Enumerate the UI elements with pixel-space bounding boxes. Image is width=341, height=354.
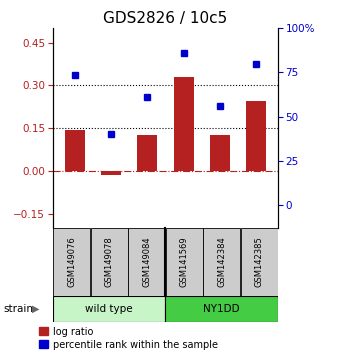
Text: strain: strain (3, 304, 33, 314)
Text: GSM149078: GSM149078 (105, 236, 114, 287)
Bar (203, 228, 240, 296)
Bar (174, 77, 194, 171)
Bar (210, 136, 230, 171)
Text: GSM142385: GSM142385 (255, 236, 264, 287)
Legend: log ratio, percentile rank within the sample: log ratio, percentile rank within the sa… (39, 327, 218, 349)
Bar (53, 228, 90, 296)
Text: ▶: ▶ (32, 304, 40, 314)
Text: GSM149084: GSM149084 (142, 236, 151, 287)
Bar (137, 136, 157, 171)
Text: wild type: wild type (85, 304, 133, 314)
Bar (166, 228, 203, 296)
Bar (101, 171, 121, 175)
Bar (241, 228, 278, 296)
Bar (53, 296, 165, 322)
Bar (65, 130, 85, 171)
Text: NY1DD: NY1DD (203, 304, 240, 314)
Bar (165, 296, 278, 322)
Bar (91, 228, 128, 296)
Bar (128, 228, 165, 296)
Text: GSM149076: GSM149076 (67, 236, 76, 287)
Title: GDS2826 / 10c5: GDS2826 / 10c5 (103, 11, 227, 26)
Text: GSM142384: GSM142384 (217, 236, 226, 287)
Bar (246, 101, 266, 171)
Text: GSM141569: GSM141569 (180, 236, 189, 287)
